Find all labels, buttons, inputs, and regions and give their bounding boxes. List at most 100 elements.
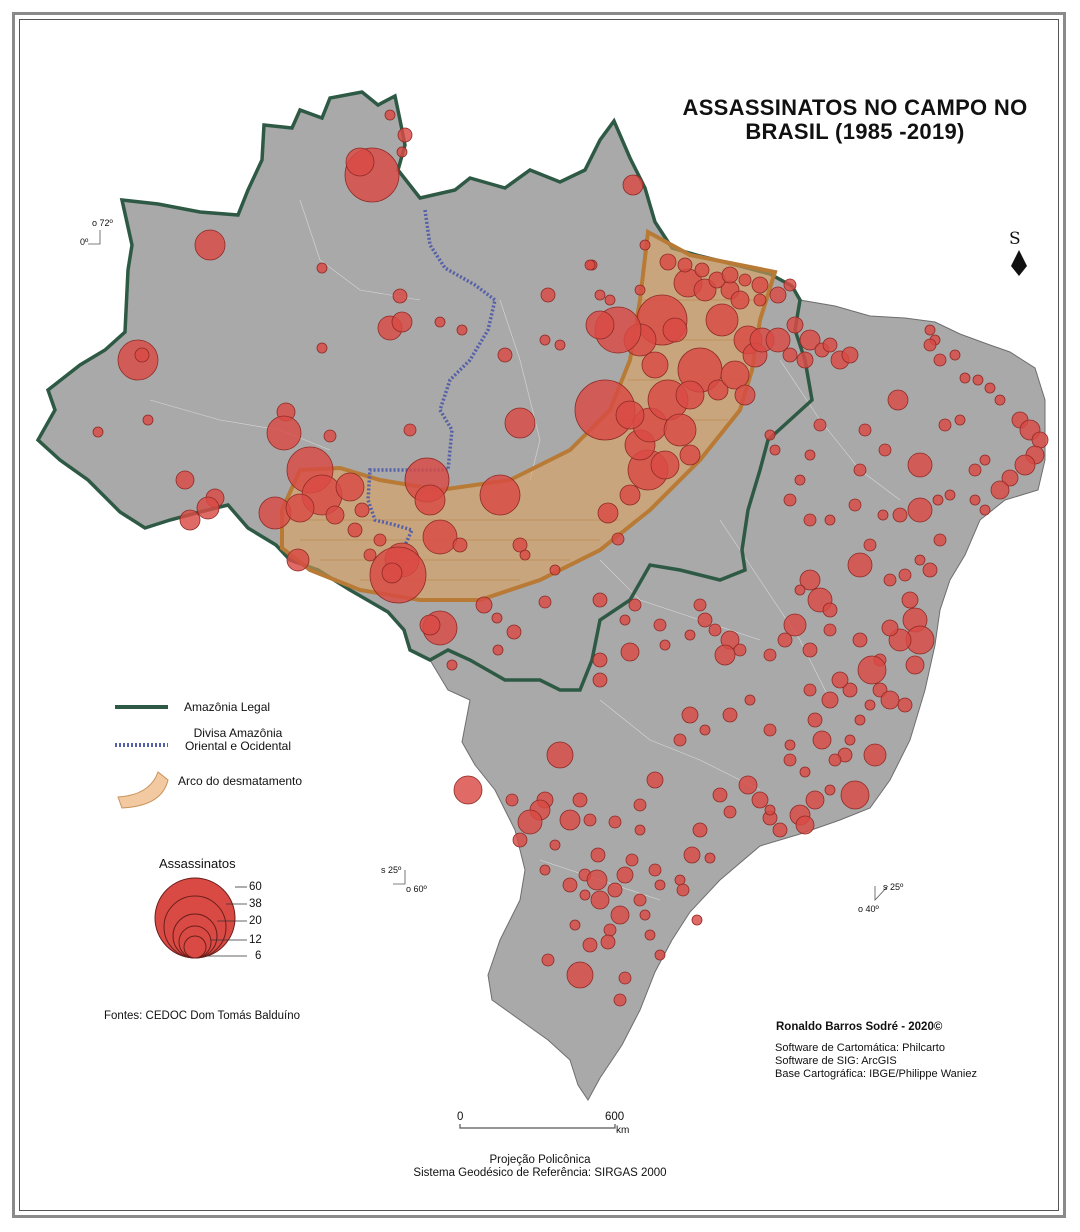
map-title: ASSASSINATOS NO CAMPO NO BRASIL (1985 -2… [682, 95, 1028, 144]
murder-circle [881, 619, 899, 637]
murder-circle [646, 771, 664, 789]
murder-circle [325, 505, 345, 525]
murder-circle [822, 337, 838, 353]
divisa-amazonia [366, 209, 497, 546]
graticule-nw-lon: o 72º [92, 218, 113, 228]
murder-circle [676, 883, 690, 897]
murder-circle [990, 480, 1010, 500]
murder-circle [285, 493, 315, 523]
murder-circle [397, 127, 413, 143]
murder-circle [972, 374, 984, 386]
murder-circle [933, 353, 947, 367]
murder-circle [753, 293, 767, 307]
murder-circle [590, 847, 606, 863]
murder-circle [549, 564, 561, 576]
murder-circle [634, 824, 646, 836]
murder-circle [92, 426, 104, 438]
murder-circle [994, 394, 1006, 406]
murder-circle [824, 514, 836, 526]
murder-circle [541, 953, 555, 967]
murder-circle [708, 623, 722, 637]
murder-circle [796, 351, 814, 369]
murder-circle [582, 937, 598, 953]
murder-circle [674, 874, 686, 886]
murder-circle [803, 683, 817, 697]
murder-circle [381, 562, 403, 584]
murder-circle [799, 766, 811, 778]
murder-circle [134, 347, 150, 363]
murder-circle [607, 882, 623, 898]
murder-circle [679, 444, 701, 466]
murder-circle [600, 934, 616, 950]
murder-circle [594, 289, 606, 301]
murder-circle [592, 672, 608, 688]
legend-size-12: 12 [249, 934, 262, 946]
murder-circle [611, 532, 625, 546]
murder-circle [677, 257, 693, 273]
murder-circle [345, 147, 375, 177]
murder-circle [828, 753, 842, 767]
murder-circle [979, 504, 991, 516]
murder-circle [784, 739, 796, 751]
murder-circle [258, 496, 292, 530]
murder-circle [610, 905, 630, 925]
murder-circle [783, 493, 797, 507]
murder-circle [194, 229, 226, 261]
murder-circle [847, 552, 873, 578]
murder-circle [799, 569, 821, 591]
murder-circle [892, 507, 908, 523]
murder-circle [959, 372, 971, 384]
murder-circle [1031, 431, 1049, 449]
murder-circle [572, 792, 588, 808]
murder-circle [316, 262, 328, 274]
legend-size-38: 38 [249, 898, 262, 910]
murder-circle [620, 642, 640, 662]
murder-circle [764, 429, 776, 441]
murder-circle [616, 866, 634, 884]
legend-size-60: 60 [249, 881, 262, 893]
murder-circle [705, 303, 739, 337]
murder-circle [684, 629, 696, 641]
murder-circle [782, 347, 798, 363]
legend-size-6: 6 [255, 950, 262, 962]
murder-circle [286, 548, 310, 572]
murder-circle [783, 278, 797, 292]
murder-circle [546, 741, 574, 769]
murder-circle [969, 494, 981, 506]
murder-circle [633, 798, 647, 812]
murder-circle [794, 474, 806, 486]
murder-circle [597, 502, 619, 524]
author-credit: Ronaldo Barros Sodré - 2020© [776, 1021, 943, 1033]
murder-circle [848, 498, 862, 512]
murder-circle [633, 893, 647, 907]
murder-circle [653, 618, 667, 632]
murder-circle [897, 697, 913, 713]
murder-circle [586, 869, 608, 891]
murder-circle [721, 266, 739, 284]
murder-circle [794, 584, 806, 596]
murder-circle [905, 655, 925, 675]
outer-frame [12, 12, 1066, 1218]
murder-circle [446, 659, 458, 671]
murder-circle [505, 793, 519, 807]
projection-info: Projeção Policônica Sistema Geodésico de… [300, 1154, 780, 1180]
murder-circle [821, 691, 839, 709]
credit-line: Software de SIG: ArcGIS [775, 1055, 897, 1067]
murder-circle [562, 877, 578, 893]
scale-unit: km [616, 1125, 630, 1136]
murder-circle [323, 429, 337, 443]
murder-circle [608, 815, 622, 829]
north-label: S [1009, 229, 1021, 249]
murder-circle [504, 407, 536, 439]
graticule-c-lat: s 25º [381, 865, 402, 875]
murder-circle [802, 642, 818, 658]
murder-circle [857, 655, 887, 685]
murder-circle [662, 317, 688, 343]
murder-circle [738, 775, 758, 795]
murder-circle [722, 707, 738, 723]
murder-circle [877, 509, 889, 521]
murder-circle [625, 853, 639, 867]
murder-circle [852, 632, 868, 648]
murder-circle [744, 694, 756, 706]
